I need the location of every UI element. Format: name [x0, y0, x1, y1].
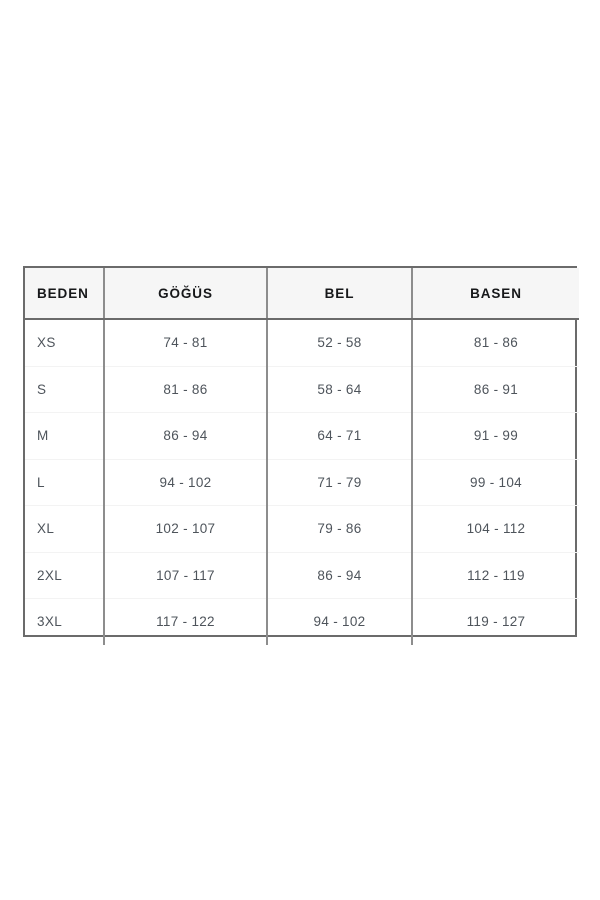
table-row: S 81 - 86 58 - 64 86 - 91: [25, 366, 579, 413]
column-header-beden: BEDEN: [25, 268, 105, 320]
cell-gogus: 86 - 94: [104, 412, 268, 460]
cell-bel: 52 - 58: [267, 319, 413, 367]
table-body: XS 74 - 81 52 - 58 81 - 86 S 81 - 86 58 …: [25, 319, 579, 645]
header-row: BEDEN GÖĞÜS BEL BASEN: [25, 268, 579, 320]
cell-basen: 91 - 99: [412, 412, 579, 460]
cell-size: XS: [25, 319, 105, 367]
cell-basen: 104 - 112: [412, 505, 579, 553]
table-row: 3XL 117 - 122 94 - 102 119 - 127: [25, 598, 579, 645]
table-row: 2XL 107 - 117 86 - 94 112 - 119: [25, 552, 579, 599]
cell-bel: 58 - 64: [267, 366, 413, 413]
cell-basen: 119 - 127: [466, 614, 526, 630]
column-header-bel: BEL: [267, 268, 413, 320]
cell-bel: 71 - 79: [267, 459, 413, 506]
cell-bel: 79 - 86: [267, 505, 413, 553]
size-chart-container: BEDEN GÖĞÜS BEL BASEN XS 74 - 81 52 - 58…: [23, 266, 579, 645]
cell-basen: 81 - 86: [412, 319, 579, 367]
size-chart-table: BEDEN GÖĞÜS BEL BASEN XS 74 - 81 52 - 58…: [25, 268, 579, 645]
column-header-basen: BASEN: [412, 268, 579, 320]
cell-bel: 94 - 102: [267, 598, 413, 645]
cell-gogus: 81 - 86: [104, 366, 268, 413]
cell-basen: 86 - 91: [412, 366, 579, 413]
table-row: XL 102 - 107 79 - 86 104 - 112: [25, 505, 579, 553]
cell-bel: 86 - 94: [267, 552, 413, 599]
table-row: XS 74 - 81 52 - 58 81 - 86: [25, 319, 579, 367]
cell-gogus: 102 - 107: [104, 505, 268, 553]
cell-gogus: 74 - 81: [104, 319, 268, 367]
cell-basen: 99 - 104: [412, 459, 579, 506]
cell-size: L: [25, 459, 105, 506]
cell-size: 3XL: [25, 598, 105, 645]
cell-gogus: 107 - 117: [104, 552, 268, 599]
cell-gogus: 94 - 102: [104, 459, 268, 506]
cell-basen: 112 - 119: [412, 552, 579, 599]
cell-size: XL: [25, 505, 105, 553]
column-header-gogus: GÖĞÜS: [104, 268, 268, 320]
cell-size: M: [25, 412, 105, 460]
cell-size: S: [25, 366, 105, 413]
table-row: M 86 - 94 64 - 71 91 - 99: [25, 412, 579, 460]
cell-size: 2XL: [25, 552, 105, 599]
cell-gogus: 117 - 122: [104, 598, 268, 645]
table-header: BEDEN GÖĞÜS BEL BASEN: [25, 268, 579, 320]
cell-bel: 64 - 71: [267, 412, 413, 460]
table-row: L 94 - 102 71 - 79 99 - 104: [25, 459, 579, 506]
